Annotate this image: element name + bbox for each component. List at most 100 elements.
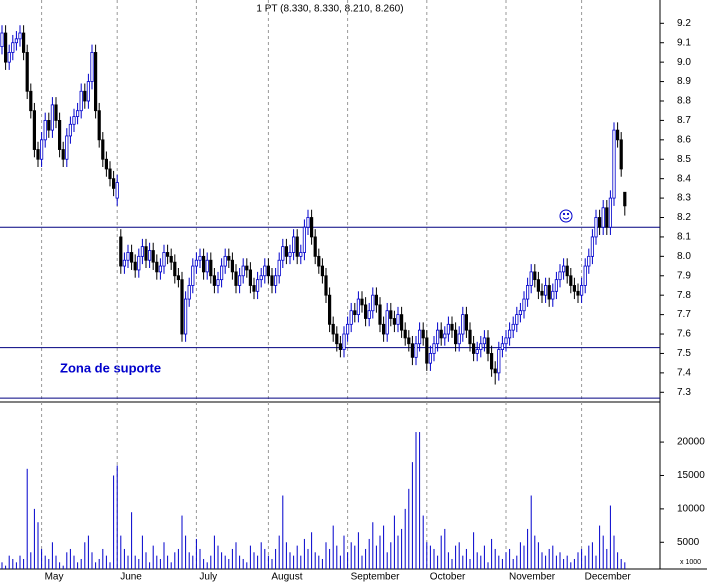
candle-body — [489, 353, 494, 370]
volume-bar — [188, 552, 190, 569]
volume-bar — [260, 542, 262, 569]
candle-body — [176, 275, 180, 281]
candle-body — [201, 255, 206, 273]
candle-body — [65, 135, 69, 160]
y-tick-label: 8.8 — [677, 96, 691, 107]
volume-bar — [278, 535, 280, 569]
volume-bar — [606, 548, 608, 569]
volume-bar — [458, 542, 460, 569]
candle-body — [248, 269, 252, 286]
volume-bar — [401, 528, 403, 569]
candle-body — [414, 343, 418, 358]
volume-bar — [249, 545, 251, 569]
candle-body — [479, 343, 483, 350]
volume-bar — [545, 555, 547, 569]
candle-body — [119, 236, 123, 267]
volume-bar — [300, 555, 302, 569]
candle-body — [165, 252, 170, 257]
candle-body — [583, 265, 587, 286]
volume-bar — [573, 558, 575, 569]
volume-bar — [23, 558, 25, 569]
candle-body — [338, 343, 343, 350]
candle-body — [623, 191, 627, 207]
volume-bar — [48, 558, 50, 569]
candle-body — [29, 90, 33, 112]
volume-bar — [181, 515, 183, 569]
candle-body — [0, 32, 4, 48]
volume-bar — [239, 555, 241, 569]
candle-body — [313, 236, 317, 257]
candle-body — [216, 279, 220, 286]
y-tick-label: 7.5 — [677, 348, 691, 359]
candle-body — [36, 149, 40, 160]
volume-bar — [246, 562, 248, 569]
volume-bar — [419, 432, 421, 569]
volume-bar — [555, 555, 557, 569]
volume-bar — [591, 542, 593, 569]
volume-bar — [199, 548, 201, 569]
y-tick-label: 8.1 — [677, 232, 691, 243]
candle-body — [446, 323, 451, 335]
candle-body — [486, 337, 490, 354]
volume-bar — [559, 552, 561, 569]
volume-bar — [98, 558, 100, 569]
volume-bar — [620, 558, 622, 569]
volume-bar — [509, 548, 511, 569]
volume-bar — [483, 545, 485, 569]
volume-bar — [123, 548, 125, 569]
volume-bar — [566, 555, 568, 569]
volume-bar — [145, 552, 147, 569]
volume-bar — [451, 558, 453, 569]
candle-body — [450, 323, 454, 331]
volume-bar — [131, 512, 133, 569]
candle-body — [291, 236, 296, 253]
volume-bar — [192, 555, 194, 569]
candle-body — [18, 32, 22, 40]
candle-body — [587, 255, 591, 267]
volume-tick-label: 15000 — [677, 470, 705, 481]
candle-body — [241, 265, 245, 277]
candle-body — [342, 333, 346, 350]
candle-body — [90, 52, 94, 82]
candle-body — [104, 158, 108, 170]
volume-bar — [339, 555, 341, 569]
volume-bar — [404, 508, 406, 569]
volume-bar — [602, 535, 604, 569]
candle-body — [302, 226, 307, 253]
volume-bar — [55, 555, 57, 569]
candle-body — [407, 337, 411, 345]
volume-bar — [617, 552, 619, 569]
candle-body — [112, 178, 116, 189]
x-tick-label: June — [120, 572, 142, 582]
y-tick-label: 8.0 — [677, 251, 691, 262]
y-tick-label: 9.1 — [677, 37, 691, 48]
volume-bar — [159, 558, 161, 569]
volume-bar — [444, 528, 446, 569]
candle-body — [76, 110, 80, 117]
candle-body — [619, 139, 623, 170]
candle-body — [565, 265, 569, 277]
volume-bar — [465, 548, 467, 569]
candle-body — [327, 294, 332, 325]
candle-body — [598, 217, 602, 228]
y-tick-label: 8.4 — [677, 173, 691, 184]
candle-body — [32, 110, 37, 150]
volume-bar — [487, 562, 489, 569]
candle-body — [309, 217, 314, 238]
x-tick-label: August — [271, 572, 302, 582]
y-tick-label: 8.2 — [677, 212, 691, 223]
candle-body — [212, 275, 216, 286]
volume-bar — [231, 548, 233, 569]
candle-body — [547, 285, 551, 300]
volume-bar — [185, 535, 187, 569]
candle-body — [536, 279, 541, 292]
volume-bar — [311, 532, 313, 569]
volume-bar — [37, 522, 39, 569]
candle-body — [14, 38, 18, 44]
volume-bar — [462, 555, 464, 569]
y-tick-label: 7.4 — [677, 368, 691, 379]
candle-body — [417, 329, 422, 345]
candle-body — [320, 265, 325, 277]
volume-bar — [368, 538, 370, 569]
volume-bar — [77, 562, 79, 569]
